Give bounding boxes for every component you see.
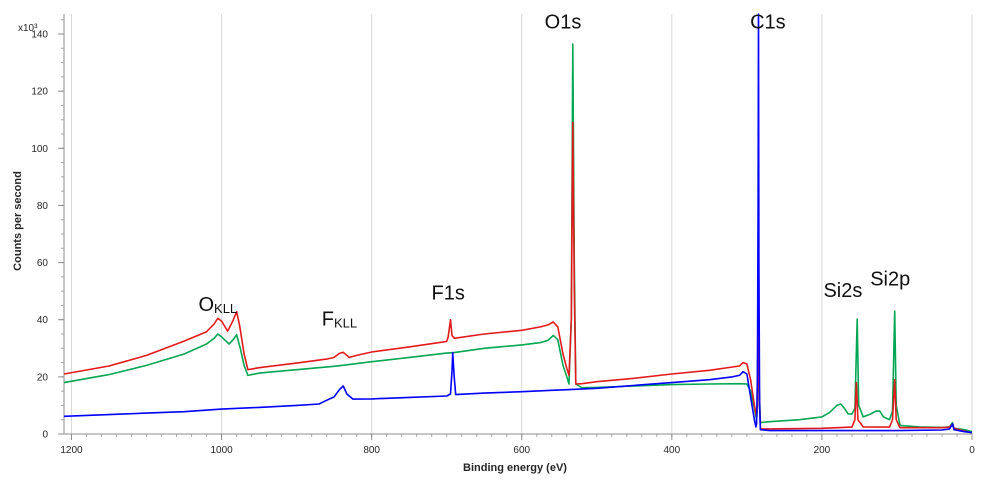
y-axis-multiplier: x10³ [18,23,38,34]
axis-layer [61,14,973,437]
x-tick-label: 200 [814,445,831,456]
y-tick-label: 80 [37,201,49,212]
y-tick-label: 140 [31,30,48,41]
x-tick-label: 400 [663,445,680,456]
y-tick-label: 40 [37,315,49,326]
y-tick-label: 60 [37,258,49,269]
x-tick-label: 600 [513,445,530,456]
peak-annotations: OKLL FKLL F1s O1s C1s Si2s Si2p [198,11,910,330]
peak-label: Si2p [870,268,910,290]
x-tick-label: 800 [363,445,380,456]
series-line-2 [63,121,973,434]
peak-label: F1s [432,283,465,305]
y-axis-title: Counts per second [12,171,24,271]
x-axis-title: Binding energy (eV) [463,462,567,474]
peak-label: OKLL [198,294,237,316]
y-tick-label: 0 [42,430,48,441]
peak-label: C1s [750,11,786,33]
peak-label: Si2s [823,280,862,302]
y-tick-label: 100 [31,144,48,155]
y-tick-labels: 0 20 40 60 80 100 120 140 [31,30,64,441]
peak-label: O1s [545,11,582,33]
series-line-3 [63,13,973,434]
y-tick-label: 20 [37,372,49,383]
peak-label: FKLL [322,308,357,330]
grid-layer [71,14,973,434]
x-tick-labels: 1200 1000 800 600 400 200 0 [60,434,975,456]
x-tick-label: 0 [969,445,975,456]
x-tick-label: 1000 [210,445,233,456]
x-tick-label: 1200 [60,445,83,456]
y-tick-label: 120 [31,87,48,98]
series-layer [63,13,973,434]
series-line-1 [63,43,973,433]
